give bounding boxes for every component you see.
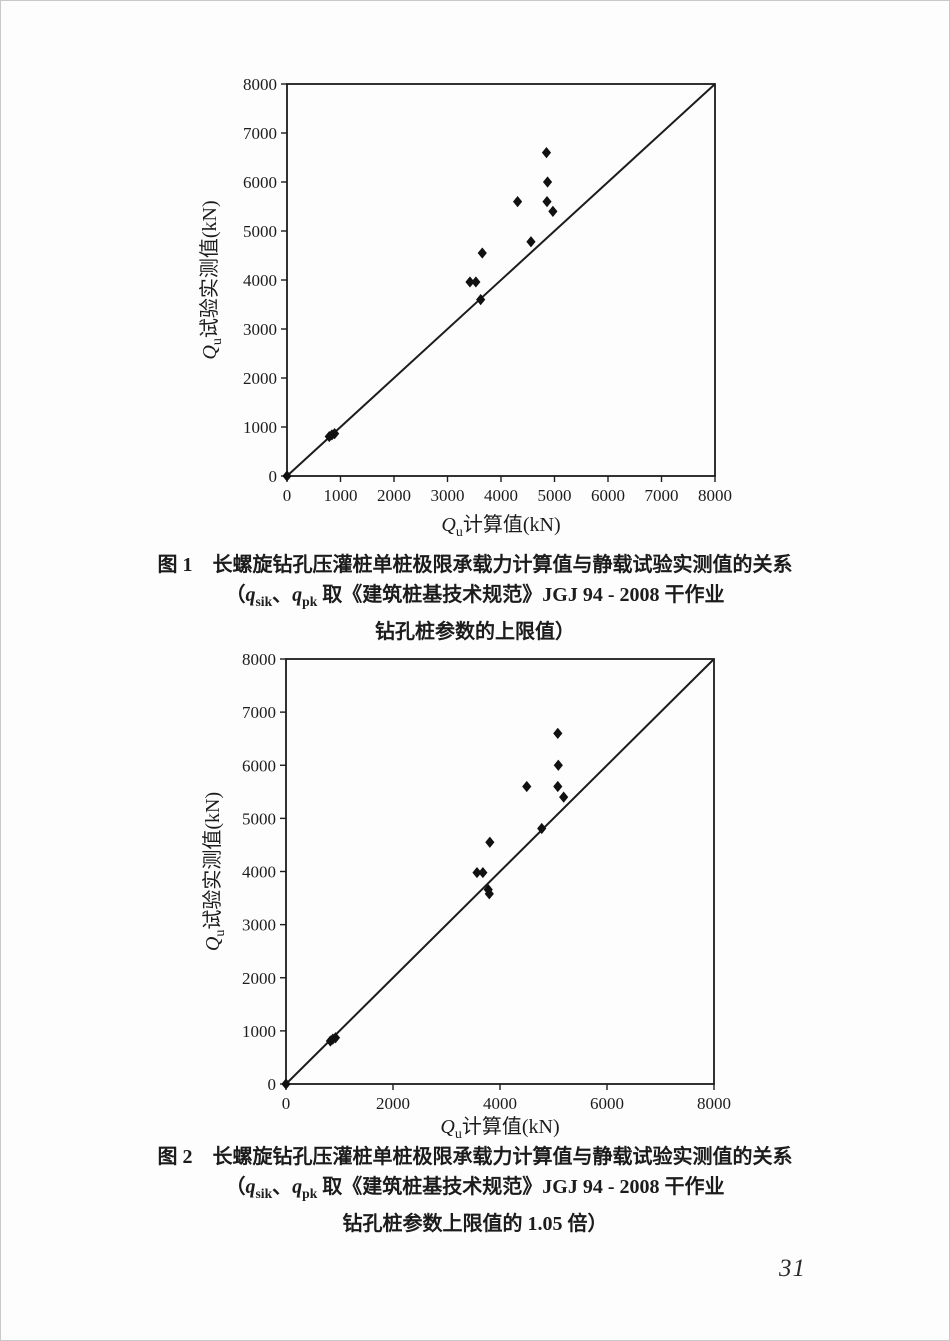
svg-text:0: 0 (269, 467, 278, 486)
svg-text:6000: 6000 (590, 1094, 624, 1113)
figure-1-caption-line3: 钻孔桩参数的上限值） (375, 620, 575, 643)
svg-text:1000: 1000 (243, 418, 277, 437)
svg-text:2000: 2000 (242, 969, 276, 988)
svg-text:3000: 3000 (431, 486, 465, 505)
svg-text:7000: 7000 (242, 703, 276, 722)
figure-1-caption-line1: 图 1 长螺旋钻孔压灌桩单桩极限承载力计算值与静载试验实测值的关系 (157, 554, 793, 576)
svg-text:Qu试验实测值(kN): Qu试验实测值(kN) (198, 200, 225, 359)
svg-text:Qu试验实测值(kN): Qu试验实测值(kN) (201, 792, 228, 951)
svg-text:2000: 2000 (377, 486, 411, 505)
svg-text:8000: 8000 (243, 75, 277, 94)
figure-2-caption: 图 2 长螺旋钻孔压灌桩单桩极限承载力计算值与静载试验实测值的关系 （qsik、… (1, 1142, 949, 1239)
svg-text:8000: 8000 (698, 486, 732, 505)
svg-text:3000: 3000 (243, 320, 277, 339)
svg-text:2000: 2000 (243, 369, 277, 388)
figure-2-scatter-plot: 0 2000 4000 6000 8000 0 1000 2000 3000 4000 5000 60… (201, 650, 731, 1142)
svg-text:5000: 5000 (243, 222, 277, 241)
svg-text:7000: 7000 (243, 124, 277, 143)
svg-text:2000: 2000 (376, 1094, 410, 1113)
svg-text:1000: 1000 (324, 486, 358, 505)
figure-2-caption-line2: （qsik、qpk 取《建筑桩基技术规范》JGJ 94 - 2008 干作业 (225, 1176, 725, 1201)
svg-text:6000: 6000 (243, 173, 277, 192)
svg-text:6000: 6000 (242, 756, 276, 775)
svg-text:7000: 7000 (645, 486, 679, 505)
svg-text:0: 0 (268, 1075, 277, 1094)
figure-1-scatter-plot: 0 1000 2000 3000 4000 5000 6000 7000 8000 0 1000 20… (198, 75, 732, 540)
page-number: 31 (779, 1255, 806, 1282)
svg-text:4000: 4000 (484, 486, 518, 505)
figure-1-caption-line2: （qsik、qpk 取《建筑桩基技术规范》JGJ 94 - 2008 干作业 (225, 584, 725, 609)
svg-text:4000: 4000 (483, 1094, 517, 1113)
svg-text:4000: 4000 (243, 271, 277, 290)
svg-text:0: 0 (282, 1094, 291, 1113)
svg-text:5000: 5000 (538, 486, 572, 505)
svg-text:Qu计算值(kN): Qu计算值(kN) (441, 513, 560, 540)
svg-text:5000: 5000 (242, 809, 276, 828)
svg-text:8000: 8000 (697, 1094, 731, 1113)
svg-text:3000: 3000 (242, 916, 276, 935)
figure-1-caption: 图 1 长螺旋钻孔压灌桩单桩极限承载力计算值与静载试验实测值的关系 （qsik、… (1, 550, 949, 647)
figure-2-caption-line1: 图 2 长螺旋钻孔压灌桩单桩极限承载力计算值与静载试验实测值的关系 (157, 1146, 793, 1168)
svg-text:Qu计算值(kN): Qu计算值(kN) (440, 1115, 559, 1142)
svg-text:6000: 6000 (591, 486, 625, 505)
svg-text:0: 0 (283, 486, 292, 505)
svg-text:8000: 8000 (242, 650, 276, 669)
svg-text:4000: 4000 (242, 863, 276, 882)
svg-text:1000: 1000 (242, 1022, 276, 1041)
figure-2-caption-line3: 钻孔桩参数上限值的 1.05 倍） (342, 1212, 608, 1235)
